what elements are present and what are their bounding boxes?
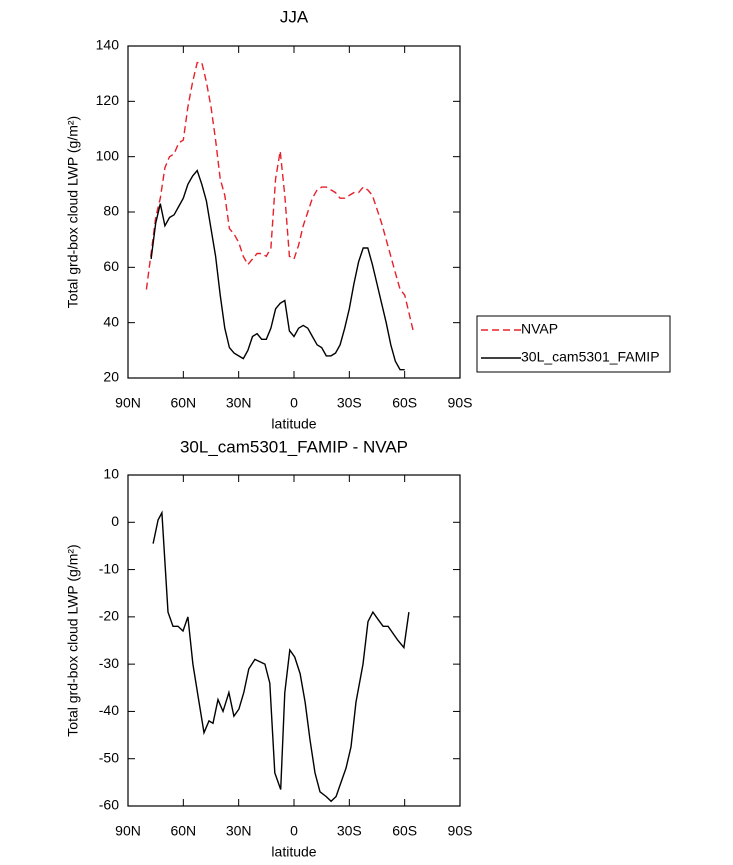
x-tick-label: 60N [170, 395, 196, 411]
x-tick-label: 90S [448, 823, 473, 839]
x-tick-label: 60N [170, 823, 196, 839]
chart-title: JJA [280, 7, 309, 26]
data-line [150, 169, 405, 371]
y-tick-label: 10 [103, 466, 119, 482]
chart-title: 30L_cam5301_FAMIP - NVAP [180, 437, 408, 456]
y-tick-label: -30 [99, 655, 119, 671]
legend-box [476, 315, 671, 373]
y-tick-label: -50 [99, 749, 119, 765]
x-tick-label: 90S [448, 395, 473, 411]
y-tick-label: 20 [103, 369, 119, 385]
y-tick-label: 80 [103, 203, 119, 219]
x-axis-label: latitude [271, 844, 316, 860]
data-line [152, 510, 410, 803]
y-axis-label: Total grd-box cloud LWP (g/m²) [65, 544, 81, 736]
y-tick-label: 120 [96, 92, 120, 108]
x-tick-label: 0 [290, 395, 298, 411]
x-tick-label: 30S [337, 823, 362, 839]
y-tick-label: 0 [111, 513, 119, 529]
plot-frame [127, 45, 461, 379]
y-tick-label: -60 [99, 797, 119, 813]
plot-frame [127, 474, 461, 807]
y-tick-label: 60 [103, 258, 119, 274]
y-tick-label: 100 [96, 147, 120, 163]
x-tick-label: 30S [337, 395, 362, 411]
x-axis-label: latitude [271, 416, 316, 432]
legend-label: 30L_cam5301_FAMIP [521, 349, 660, 365]
x-tick-label: 30N [226, 395, 252, 411]
y-tick-label: -10 [99, 560, 119, 576]
data-line [145, 61, 415, 334]
x-tick-label: 60S [392, 395, 417, 411]
y-tick-label: -40 [99, 702, 119, 718]
x-tick-label: 30N [226, 823, 252, 839]
x-tick-label: 90N [115, 823, 141, 839]
y-tick-label: 40 [103, 313, 119, 329]
y-tick-label: 140 [96, 37, 120, 53]
x-tick-label: 0 [290, 823, 298, 839]
x-tick-label: 60S [392, 823, 417, 839]
y-axis-label: Total grd-box cloud LWP (g/m²) [65, 116, 81, 308]
y-tick-label: -20 [99, 608, 119, 624]
x-tick-label: 90N [115, 395, 141, 411]
legend-label: NVAP [521, 321, 558, 337]
